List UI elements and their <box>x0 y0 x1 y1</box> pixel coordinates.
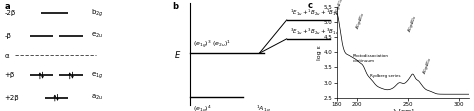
Text: a: a <box>5 2 10 11</box>
X-axis label: λ [nm]: λ [nm] <box>392 108 413 111</box>
Text: b: b <box>172 2 178 11</box>
Text: $^1A_{1g}$: $^1A_{1g}$ <box>256 103 271 111</box>
Text: -β: -β <box>5 33 12 39</box>
Y-axis label: log ε: log ε <box>317 45 322 60</box>
Text: $(e_{1g})^4$: $(e_{1g})^4$ <box>193 103 212 111</box>
Text: c: c <box>307 1 312 10</box>
Text: e$_{1g}$: e$_{1g}$ <box>91 70 103 81</box>
Text: -2β: -2β <box>5 10 16 16</box>
Text: $A_{1g}{	o}B_{2u}$: $A_{1g}{ o}B_{2u}$ <box>406 13 420 34</box>
Text: Photodissociation
continuum: Photodissociation continuum <box>353 54 389 62</box>
Text: +2β: +2β <box>5 95 19 101</box>
Text: E: E <box>174 51 180 60</box>
Text: $A_{1g}{	o}B_{1u}$: $A_{1g}{ o}B_{1u}$ <box>421 56 436 76</box>
Text: $A_{1g}{	o}E_{1u}$: $A_{1g}{ o}E_{1u}$ <box>332 0 347 16</box>
Text: $^1E_{1u}+{^1B_{2u}}+{^1B_{1u}}$: $^1E_{1u}+{^1B_{2u}}+{^1B_{1u}}$ <box>290 8 339 18</box>
Text: a$_{2u}$: a$_{2u}$ <box>91 93 103 102</box>
Text: $(e_{1g})^3\ (e_{2u})^1$: $(e_{1g})^3\ (e_{2u})^1$ <box>193 38 231 50</box>
Text: α: α <box>5 53 9 58</box>
Text: $A_{1g}{	o}B_{1u}$: $A_{1g}{ o}B_{1u}$ <box>354 10 368 31</box>
Text: $^3E_{1u}+{^3B_{2u}}+{^3B_{1u}}$: $^3E_{1u}+{^3B_{2u}}+{^3B_{1u}}$ <box>290 26 339 37</box>
Text: b$_{2g}$: b$_{2g}$ <box>91 8 103 19</box>
Text: +β: +β <box>5 72 15 78</box>
Text: Rydberg series: Rydberg series <box>370 74 401 78</box>
Text: e$_{2u}$: e$_{2u}$ <box>91 31 103 40</box>
